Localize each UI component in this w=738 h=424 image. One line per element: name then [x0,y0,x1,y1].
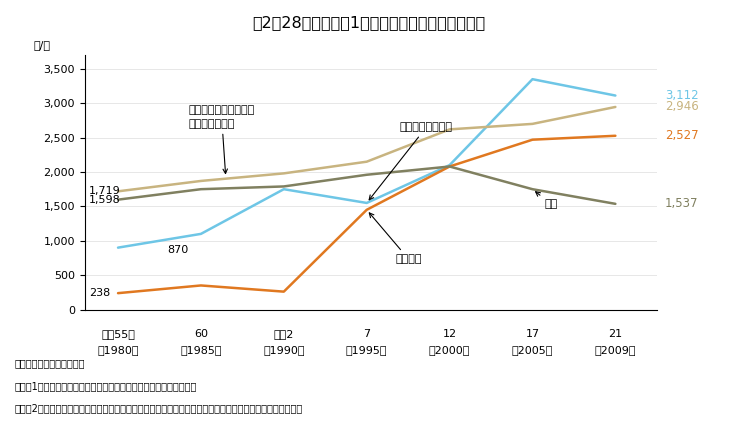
Text: （1995）: （1995） [346,345,387,355]
Text: （1985）: （1985） [180,345,221,355]
Text: 3,112: 3,112 [665,89,699,102]
Text: 平成2: 平成2 [274,329,294,339]
Text: 資料：総務省「家計調査」: 資料：総務省「家計調査」 [15,358,86,368]
Text: 1,598: 1,598 [89,195,121,205]
Text: 円/年: 円/年 [33,40,50,50]
Text: 238: 238 [89,288,110,298]
Text: コーヒー・ココア: コーヒー・ココア [369,122,453,200]
Text: 17: 17 [525,329,539,339]
Text: 1,719: 1,719 [89,186,121,196]
Text: 緑茶: 緑茶 [536,192,558,209]
Text: 2,946: 2,946 [665,100,699,114]
Text: （2009）: （2009） [595,345,636,355]
Text: （2000）: （2000） [429,345,470,355]
Text: （2005）: （2005） [511,345,554,355]
Text: ミネラルウォーター・
スポーツ飲料等: ミネラルウォーター・ スポーツ飲料等 [188,105,255,173]
Text: 60: 60 [194,329,208,339]
Text: 2）他の茶類は、セイロン茶、中国茶（ウーロン茶等）の茶葉、液体の緑茶等の緑茶以外の茶類すべて: 2）他の茶類は、セイロン茶、中国茶（ウーロン茶等）の茶葉、液体の緑茶等の緑茶以外… [15,403,303,413]
Text: （1990）: （1990） [263,345,305,355]
Text: 7: 7 [363,329,370,339]
Text: 12: 12 [443,329,457,339]
Text: （1980）: （1980） [97,345,139,355]
Text: 昭和55年: 昭和55年 [101,329,135,339]
Text: 870: 870 [168,245,188,255]
Text: 21: 21 [608,329,622,339]
Text: 図2－28　緑茶等の1人当たり年間支出金額の推移: 図2－28 緑茶等の1人当たり年間支出金額の推移 [252,15,486,30]
Text: 2,527: 2,527 [665,129,699,142]
Text: 1,537: 1,537 [665,197,699,210]
Text: 注：1）緑茶は、番茶、せん茶、玉露、粉茶、抹茶などの茶葉のみ: 注：1）緑茶は、番茶、せん茶、玉露、粉茶、抹茶などの茶葉のみ [15,382,197,392]
Text: 他の茶類: 他の茶類 [369,213,422,265]
